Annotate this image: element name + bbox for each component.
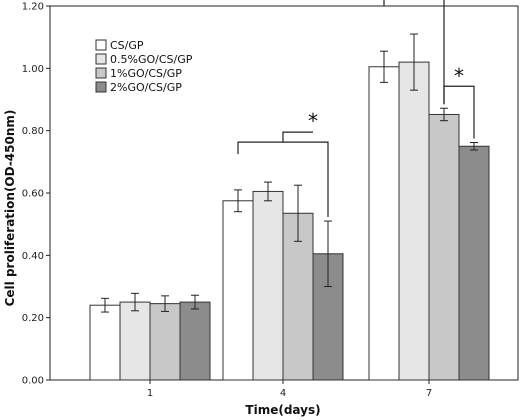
y-tick-label: 0.00 — [22, 376, 44, 387]
y-tick-label: 0.40 — [22, 251, 44, 262]
significance-star: * — [454, 64, 464, 88]
legend-swatch — [95, 39, 107, 51]
x-axis-label: Time(days) — [245, 403, 320, 417]
x-tick-label: 4 — [280, 388, 286, 399]
legend-swatch — [95, 67, 107, 79]
plot-area — [49, 5, 519, 381]
bar — [458, 145, 490, 381]
y-axis: 0.00 0.20 0.40 0.60 0.80 1.00 1.20 — [22, 2, 50, 387]
bar — [428, 113, 460, 381]
significance-bracket — [443, 85, 475, 139]
significance-bracket — [282, 131, 313, 143]
bar — [252, 190, 284, 381]
bar — [149, 303, 181, 381]
legend-swatch — [95, 81, 107, 93]
significance-star: * — [308, 109, 318, 133]
y-axis-label: Cell proliferation(OD-450nm) — [3, 110, 17, 307]
y-tick-label: 0.60 — [22, 189, 44, 200]
significance-bracket — [237, 141, 329, 218]
legend: CS/GP0.5%GO/CS/GP1%GO/CS/GP2%GO/CS/GP — [95, 39, 193, 94]
bar — [89, 304, 121, 381]
legend-swatch — [95, 53, 107, 65]
legend-label: 1%GO/CS/GP — [110, 67, 182, 80]
bar — [179, 301, 211, 381]
significance-bracket — [383, 0, 445, 105]
x-axis: 1 4 7 — [147, 380, 432, 399]
bar — [368, 66, 400, 381]
legend-label: 2%GO/CS/GP — [110, 81, 182, 94]
bar — [119, 301, 151, 381]
y-tick-label: 1.20 — [22, 2, 44, 13]
significance-annotations: *** — [237, 0, 475, 218]
legend-label: 0.5%GO/CS/GP — [110, 53, 193, 66]
y-tick-label: 0.80 — [22, 126, 44, 137]
x-tick-label: 1 — [147, 388, 153, 399]
x-tick-label: 7 — [426, 388, 432, 399]
y-tick-label: 0.20 — [22, 313, 44, 324]
y-tick-label: 1.00 — [22, 64, 44, 75]
legend-label: CS/GP — [110, 39, 144, 52]
bar — [398, 61, 430, 381]
bar — [222, 200, 254, 381]
